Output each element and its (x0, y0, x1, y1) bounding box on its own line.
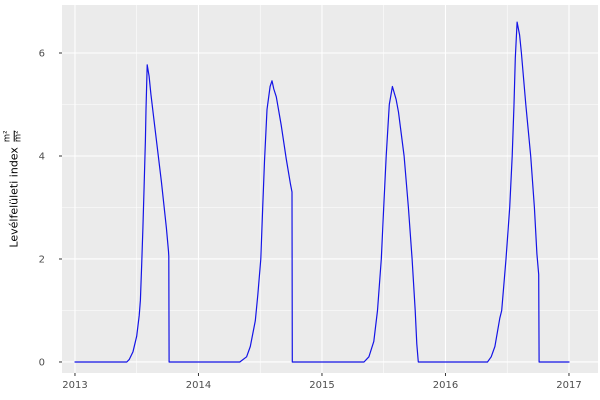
plot-panel (62, 5, 598, 373)
x-tick-label: 2014 (186, 380, 211, 391)
y-axis-unit-fraction: m² m² (2, 130, 25, 143)
lai-series-line (74, 21, 570, 363)
x-tick-label: 2016 (433, 380, 458, 391)
y-tick-label: 6 (39, 48, 45, 59)
x-tick-label: 2017 (556, 380, 581, 391)
fraction-denominator: m² (13, 130, 25, 143)
x-tick-label: 2013 (62, 380, 87, 391)
y-tick-label: 0 (39, 357, 45, 368)
y-tick-label: 2 (39, 254, 45, 265)
fraction-numerator: m² (2, 130, 13, 143)
x-tick-label: 2015 (309, 380, 334, 391)
y-tick-label: 4 (39, 151, 45, 162)
y-axis-title-text: Levélfelületi index (7, 147, 21, 248)
y-axis-title: Levélfelületi index m² m² (2, 130, 25, 248)
